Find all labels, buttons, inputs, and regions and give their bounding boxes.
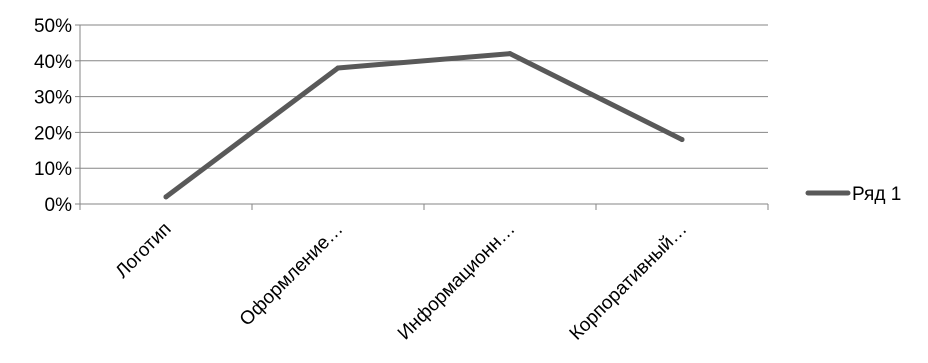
y-tick-label: 10% xyxy=(34,159,72,180)
x-tick-labels: Логотип Оформление… Информационн… Корпорати… xyxy=(112,219,692,345)
y-tick-label: 0% xyxy=(45,195,73,216)
x-tick-label: Оформление… xyxy=(236,219,348,331)
data-point xyxy=(335,65,341,71)
legend: Ряд 1 xyxy=(805,184,901,205)
data-point xyxy=(679,137,685,143)
series-line xyxy=(163,51,685,200)
x-tick-label: Логотип xyxy=(112,219,176,283)
y-tick-label: 20% xyxy=(34,123,72,144)
data-point xyxy=(163,194,169,200)
x-tick-label: Информационн… xyxy=(394,219,520,345)
axes xyxy=(75,24,769,210)
y-tick-labels: 0% 10% 20% 30% 40% 50% xyxy=(34,16,72,216)
x-tick-label: Корпоративный… xyxy=(566,219,692,345)
y-tick-label: 30% xyxy=(34,88,72,109)
legend-label: Ряд 1 xyxy=(852,184,901,205)
data-point xyxy=(507,51,513,57)
series-lines xyxy=(163,51,685,200)
y-tick-label: 50% xyxy=(34,16,72,37)
gridlines xyxy=(80,24,768,169)
y-tick-label: 40% xyxy=(34,52,72,73)
